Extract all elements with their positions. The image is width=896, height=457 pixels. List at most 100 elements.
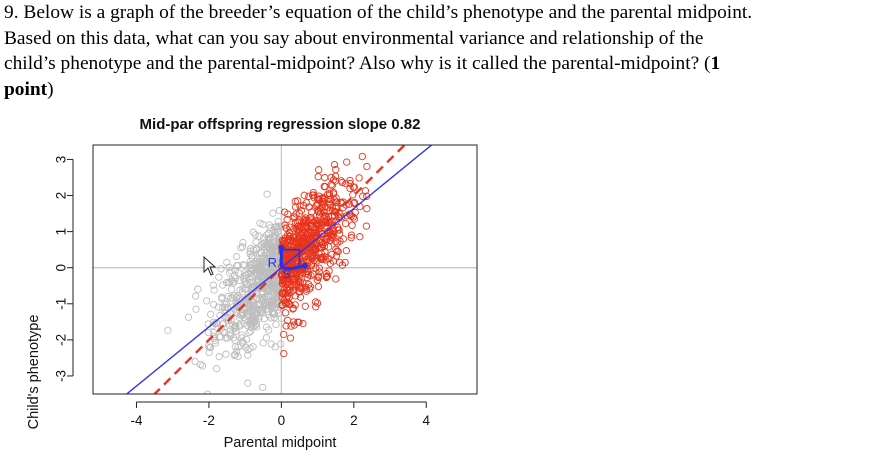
data-point	[317, 249, 325, 257]
data-point	[296, 293, 305, 301]
data-point	[184, 313, 193, 321]
data-point	[287, 322, 295, 330]
y-tick-label: 2	[54, 192, 69, 200]
data-point	[211, 336, 219, 345]
data-point	[282, 322, 290, 330]
data-point	[306, 250, 315, 259]
data-point	[320, 242, 329, 251]
data-point	[234, 352, 242, 361]
data-point	[339, 235, 347, 243]
data-point	[226, 322, 234, 330]
data-point	[346, 179, 354, 188]
data-point	[349, 191, 357, 199]
data-point	[291, 197, 299, 206]
regression-line	[125, 145, 433, 394]
data-point	[277, 314, 285, 322]
data-point	[279, 275, 287, 283]
data-point	[314, 282, 323, 291]
data-point	[302, 214, 310, 222]
data-point	[248, 314, 256, 323]
data-point	[270, 313, 278, 322]
data-point	[321, 253, 329, 261]
data-point	[248, 254, 256, 262]
data-point	[304, 271, 313, 279]
data-point	[336, 258, 344, 267]
data-point	[335, 230, 344, 238]
question-line-2: Based on this data, what can you say abo…	[4, 27, 704, 49]
data-point	[280, 286, 288, 294]
data-point	[281, 221, 289, 229]
data-point	[346, 184, 354, 193]
data-point	[258, 289, 267, 298]
data-point	[256, 260, 264, 268]
data-point	[332, 245, 340, 253]
data-point	[280, 237, 288, 246]
data-point	[238, 331, 246, 339]
data-point	[355, 174, 363, 182]
data-point	[363, 162, 371, 171]
selection-bracket	[279, 247, 306, 271]
data-point	[263, 248, 271, 256]
data-point	[234, 343, 242, 351]
data-point	[280, 330, 288, 339]
data-point	[235, 321, 243, 329]
data-point	[241, 268, 249, 277]
data-point	[333, 198, 341, 206]
data-point	[350, 198, 359, 207]
data-point	[191, 292, 200, 300]
data-point	[284, 286, 292, 294]
data-point	[262, 334, 271, 342]
data-point	[209, 328, 217, 337]
data-point	[232, 347, 241, 356]
chart-title: Mid-par offspring regression slope 0.82	[140, 116, 421, 133]
data-point	[263, 240, 272, 248]
data-point	[314, 173, 322, 181]
data-point	[273, 306, 282, 314]
data-point	[240, 273, 249, 281]
x-tick-label: 4	[423, 413, 431, 428]
series-unselected	[164, 190, 286, 394]
data-point	[231, 343, 239, 351]
data-point	[342, 247, 350, 255]
data-point	[234, 261, 242, 270]
data-point	[274, 217, 283, 226]
data-point	[319, 197, 328, 206]
data-point	[342, 179, 350, 188]
data-point	[298, 229, 306, 237]
data-point	[280, 349, 288, 358]
data-point	[227, 330, 235, 338]
data-point	[244, 379, 252, 387]
data-point	[301, 302, 309, 310]
data-point	[241, 285, 249, 293]
data-point	[323, 203, 331, 212]
data-point	[283, 216, 291, 224]
data-point	[264, 295, 272, 303]
data-point	[275, 206, 284, 215]
data-point	[314, 195, 323, 204]
data-point	[315, 264, 323, 272]
data-point	[311, 298, 320, 306]
data-point	[209, 318, 218, 326]
regression-chart: Mid-par offspring regression slope 0.82 …	[26, 116, 478, 451]
data-point	[204, 328, 213, 337]
data-point	[332, 275, 340, 283]
data-point	[269, 277, 277, 286]
data-point	[330, 160, 339, 169]
y-axis-label: Child's phenotype	[26, 315, 42, 430]
data-point	[309, 188, 318, 197]
data-point	[245, 328, 253, 337]
data-point	[263, 190, 271, 198]
data-point	[164, 326, 172, 335]
data-point	[204, 342, 213, 350]
data-point	[321, 173, 329, 182]
points-unit: point	[4, 78, 48, 100]
data-point	[209, 281, 217, 289]
data-point	[227, 285, 236, 293]
data-point	[338, 178, 346, 187]
data-point	[329, 190, 338, 198]
data-point	[232, 308, 240, 317]
data-point	[202, 297, 211, 305]
data-point	[323, 235, 331, 243]
data-point	[237, 342, 245, 350]
data-point	[223, 334, 232, 342]
